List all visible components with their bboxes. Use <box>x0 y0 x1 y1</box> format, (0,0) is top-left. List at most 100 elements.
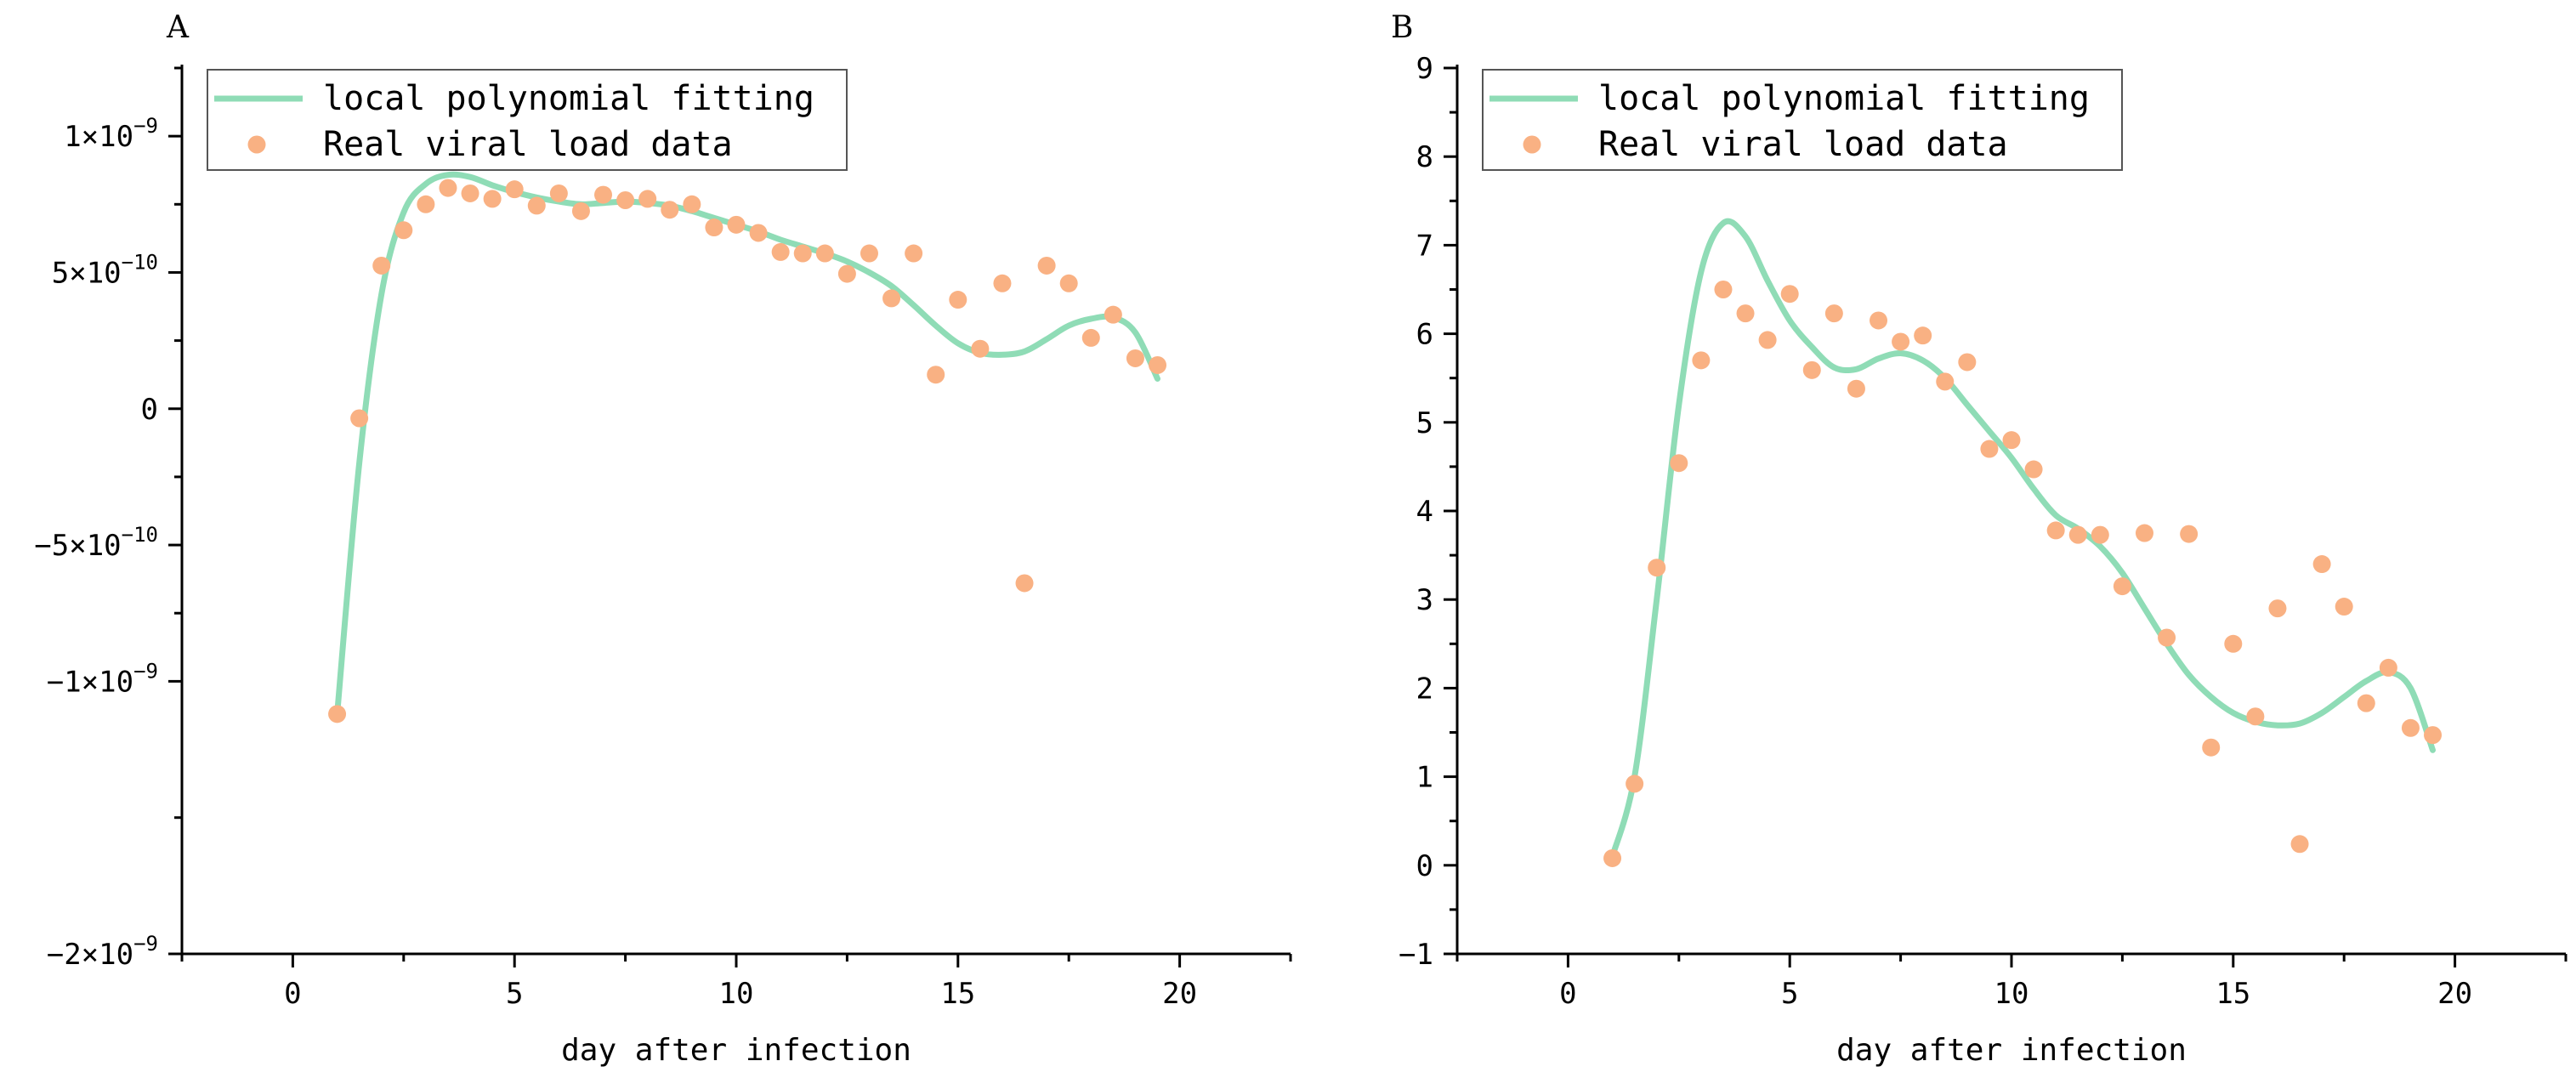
chart-b-y-tick-label: 6 <box>1416 318 1433 352</box>
chart-b-data-point <box>1648 559 1666 577</box>
chart-b-y-tick-label: 0 <box>1416 849 1433 883</box>
chart-a-data-point <box>837 264 856 283</box>
chart-a-panel-label: A <box>166 10 190 45</box>
chart-b-data-point <box>2312 555 2331 574</box>
chart-a-data-point <box>1149 355 1167 374</box>
chart-a-x-axis-label: day after infection <box>561 1033 911 1068</box>
chart-b-data-point <box>2002 431 2021 450</box>
chart-b-fit-line <box>1609 218 2436 860</box>
chart-a-data-point <box>1015 574 1034 593</box>
chart-b-data-point <box>2246 707 2265 726</box>
chart-a-data-point <box>927 366 945 384</box>
chart-a-data-point <box>683 195 701 213</box>
chart-a-legend-label-fit: local polynomial fitting <box>323 79 814 118</box>
chart-b-data-point <box>1626 774 1644 793</box>
chart-a-legend: local polynomial fitting Real viral load … <box>207 69 848 171</box>
chart-a-data-point <box>793 244 812 263</box>
chart-b-data-point <box>2335 598 2353 616</box>
chart-a-data-point <box>483 190 502 208</box>
chart-b-x-tick-label: 5 <box>1781 977 1798 1011</box>
chart-a-data-point <box>328 705 347 723</box>
chart-b-data-point <box>1824 304 1843 323</box>
chart-b-y-tick-label: 7 <box>1416 229 1433 263</box>
chart-b-data-point <box>1936 372 1955 391</box>
chart-a-data-point <box>993 274 1012 292</box>
chart-b-y-tick-label: 8 <box>1416 140 1433 174</box>
chart-a-data-point <box>372 256 391 275</box>
chart-a-data-point <box>461 184 479 202</box>
chart-a-data-point <box>1126 349 1144 367</box>
chart-a-data-point <box>1104 305 1122 324</box>
chart-a-data-point <box>1081 328 1100 347</box>
chart-a-data-point <box>949 291 967 309</box>
chart-a-data-point <box>815 244 834 263</box>
chart-a-data-point <box>771 242 790 261</box>
chart-b-data-point <box>1958 353 1977 372</box>
chart-a-data-point <box>350 409 369 428</box>
chart-b-data-point <box>2424 726 2443 745</box>
chart-b-legend: local polynomial fitting Real viral load … <box>1482 69 2123 171</box>
chart-a-data-point <box>527 196 546 215</box>
chart-a-data-point <box>971 339 990 358</box>
chart-b-data-point <box>1736 304 1755 323</box>
chart-b-legend-box <box>1482 69 2123 171</box>
chart-b-data-point <box>1714 281 1733 298</box>
chart-a-x-tick-label: 20 <box>1162 977 1197 1011</box>
chart-b-data-point <box>1780 285 1799 304</box>
chart-a-data-point <box>549 184 568 202</box>
chart-b-panel-label: B <box>1391 10 1413 45</box>
chart-b-data-point <box>2113 577 2131 596</box>
chart-b-data-point <box>1758 331 1777 349</box>
chart-b-legend-label-data: Real viral load data <box>1598 125 2008 164</box>
chart-b-data-point <box>1603 848 1622 867</box>
chart-a-data-point <box>571 201 590 220</box>
chart-b-data-point <box>2357 694 2375 712</box>
chart-a-data-point <box>505 180 524 199</box>
chart-b-y-tick-label: 5 <box>1416 406 1433 440</box>
chart-b-data-point <box>1892 332 1910 351</box>
chart-a-data-point <box>638 190 657 208</box>
chart-a-y-tick-label: 0 <box>141 393 158 427</box>
chart-b-data-point <box>2135 524 2153 542</box>
chart-b-data-point <box>2158 628 2176 647</box>
chart-a-data-point <box>594 185 613 204</box>
chart-b-y-tick-label: 3 <box>1416 583 1433 617</box>
chart-b-data-point <box>2068 525 2087 544</box>
chart-b-y-tick-label: 2 <box>1416 672 1433 706</box>
chart-a-fit-line <box>334 171 1160 718</box>
chart-b-x-axis-label: day after infection <box>1836 1033 2187 1068</box>
chart-b-data-point <box>1870 311 1888 330</box>
chart-b-data-point <box>1914 326 1932 345</box>
chart-a-legend-box <box>207 69 848 171</box>
chart-a-data-point <box>439 179 457 197</box>
chart-b-y-tick-label: 9 <box>1416 52 1433 86</box>
chart-a: A 0 5 10 15 20 −2×10−9 −1×10−9 −5×10−10 0 5×10−10 1… <box>34 10 1292 1068</box>
chart-b-x-tick-label: 10 <box>1994 977 2029 1011</box>
chart-b-data-point <box>1802 360 1821 379</box>
chart-a-legend-point-swatch <box>247 135 266 154</box>
chart-b-legend-label-fit: local polynomial fitting <box>1598 79 2090 118</box>
chart-b-data-point <box>2091 525 2109 544</box>
chart-a-data-point <box>1059 274 1078 292</box>
chart-b-legend-point-swatch <box>1523 135 1541 154</box>
chart-a-x-tick-label: 5 <box>506 977 523 1011</box>
chart-a-data-point <box>616 190 635 209</box>
chart-b-x-tick-label: 0 <box>1559 977 1576 1011</box>
chart-b-x-tick-label: 20 <box>2437 977 2472 1011</box>
chart-b-y-tick-label: 1 <box>1416 761 1433 795</box>
chart-b-data-point <box>2046 521 2065 540</box>
chart-b-data-point <box>2290 835 2309 854</box>
chart-a-y-tick-label: −2×10−9 <box>47 932 158 972</box>
chart-a-data-point <box>705 218 723 237</box>
chart-a-data-point <box>394 221 413 240</box>
chart-b-data-point <box>2268 599 2287 618</box>
chart-b-y-tick-label: −1 <box>1399 938 1433 972</box>
chart-b-data-point <box>2401 718 2420 737</box>
chart-b-data-point <box>1670 454 1688 473</box>
chart-a-data-point <box>1037 256 1056 275</box>
chart-a-y-tick-label: 5×10−10 <box>52 250 158 290</box>
chart-a-data-point <box>882 289 901 308</box>
chart-a-legend-label-data: Real viral load data <box>323 125 733 164</box>
chart-a-data-point <box>860 244 878 263</box>
